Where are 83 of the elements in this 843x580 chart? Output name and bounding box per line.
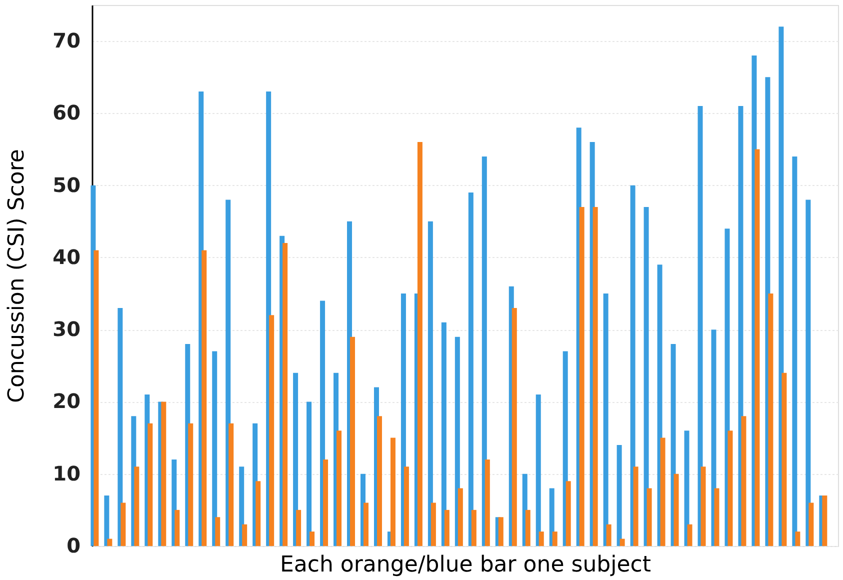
bar [296,510,302,546]
bar [468,192,474,546]
bar [212,351,218,546]
bar [698,106,703,546]
bar [498,517,504,546]
bar [687,524,692,546]
bar [603,294,608,546]
bar [536,394,541,546]
y-tick-label: 0 [66,534,80,558]
bar [646,488,652,546]
bar [484,459,490,546]
bar [512,308,517,546]
bar [684,430,690,546]
bar [525,510,530,546]
bar [471,510,476,546]
bar [458,488,463,546]
bar [482,156,487,546]
y-tick-label: 10 [52,461,80,486]
bar [741,416,746,546]
bar [188,423,194,546]
bar [714,488,720,546]
bar [161,402,166,546]
y-axis-title: Concussion (CSI) Score [4,149,30,403]
bar [428,221,433,546]
bar [118,308,123,546]
y-tick-label: 40 [52,244,80,269]
bar [552,532,558,546]
bar [282,243,288,546]
bar [364,502,368,546]
bar [202,250,207,546]
bar [728,430,733,546]
bar [754,149,760,546]
x-axis-title: Each orange/blue bar one subject [280,552,652,578]
bar [256,481,261,546]
bar [592,206,598,546]
bar [404,466,409,546]
bar [104,496,110,546]
bar [242,524,248,546]
bar [107,538,112,546]
bar [174,510,180,546]
bar [806,200,811,546]
bar [822,496,828,546]
bar [538,532,544,546]
bar [633,466,638,546]
bar [620,538,625,546]
bar [120,502,126,546]
bar [606,524,612,546]
bar [430,502,436,546]
bar [700,466,706,546]
bar [350,336,356,546]
bar [644,206,649,546]
bar [336,430,342,546]
bar [808,502,814,546]
bar [792,156,798,546]
bar [795,532,800,546]
y-tick-label: 20 [52,389,80,414]
bar [768,294,774,546]
bar [148,423,153,546]
bar [376,416,382,546]
bar [390,438,396,546]
y-tick-label: 30 [52,317,80,342]
bar [444,510,450,546]
bar [579,206,584,546]
bar [215,517,220,546]
bar [674,474,679,546]
bar [630,185,636,546]
bar [782,372,787,546]
y-tick-label: 70 [52,28,80,53]
bar [660,438,666,546]
bar [228,423,234,546]
bar [566,481,571,546]
bar [269,315,274,546]
bar [616,445,622,546]
bar [293,372,298,546]
y-tick-label: 50 [52,172,80,197]
bar [94,250,99,546]
bar [310,532,315,546]
y-tick-label: 60 [52,100,80,125]
bar [417,142,422,546]
bar [134,466,140,546]
bar [306,402,312,546]
bar [323,459,328,546]
bar [441,322,446,546]
